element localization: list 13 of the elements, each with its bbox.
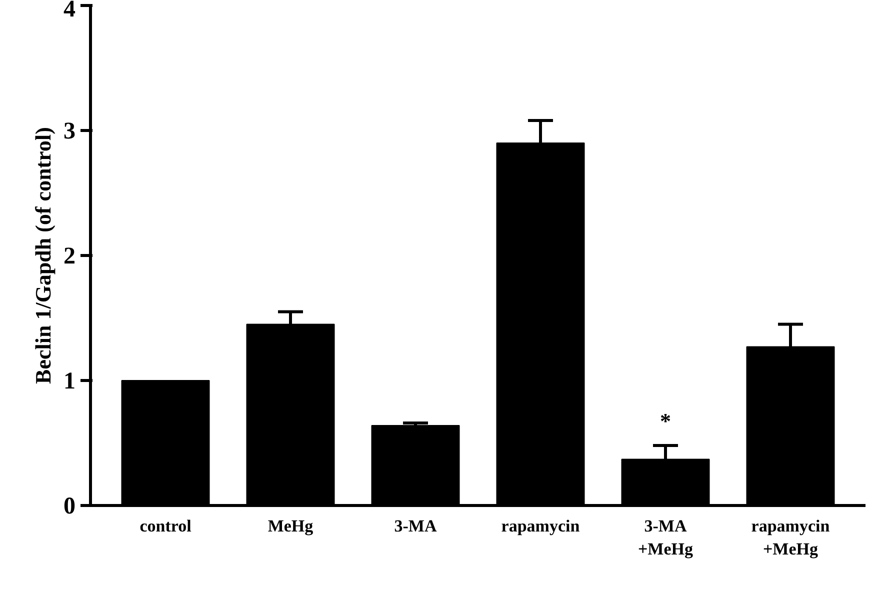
y-tick-label: 1 xyxy=(64,368,76,394)
y-tick-label: 2 xyxy=(64,244,76,270)
y-tick-label: 0 xyxy=(64,494,76,520)
x-tick-label: 3-MA +MeHg xyxy=(638,516,694,558)
x-tick-label: rapamycin xyxy=(501,516,580,536)
x-tick-label: control xyxy=(140,516,192,536)
y-axis-title: Beclin 1/Gapdh (of control) xyxy=(30,127,56,384)
y-tick-label: 4 xyxy=(64,0,76,22)
y-tick-label: 3 xyxy=(64,118,76,144)
annotation: * xyxy=(660,408,671,434)
x-tick-label: 3-MA xyxy=(394,516,438,536)
x-tick-label: MeHg xyxy=(268,516,314,536)
x-tick-label: rapamycin +MeHg xyxy=(751,516,830,558)
